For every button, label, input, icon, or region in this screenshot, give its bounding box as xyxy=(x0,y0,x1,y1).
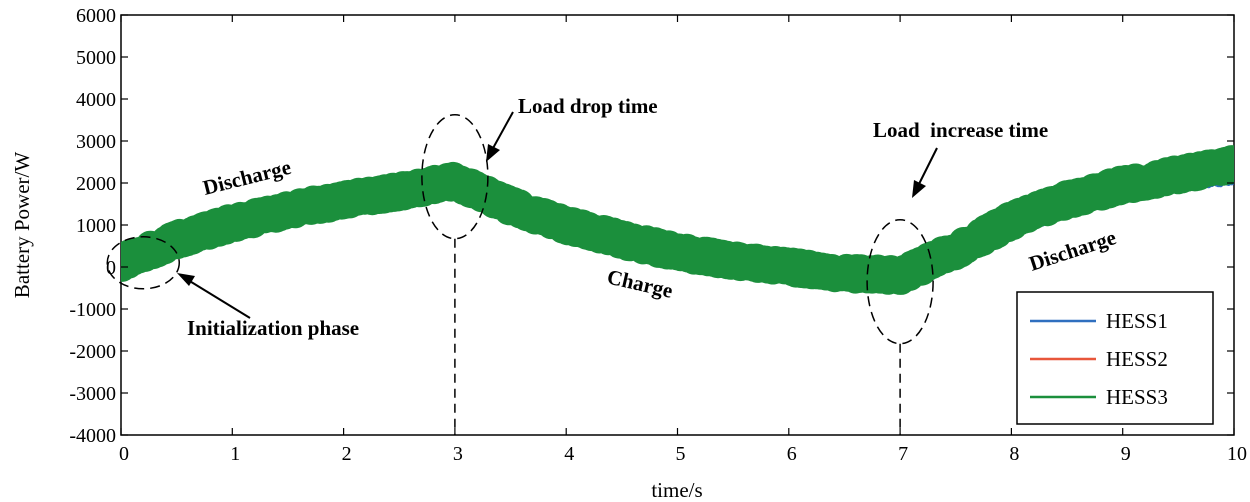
x-tick-label: 5 xyxy=(676,443,686,465)
init-phase-arrow xyxy=(187,279,251,319)
y-tick-label: 6000 xyxy=(76,5,116,27)
y-tick-label: 0 xyxy=(106,257,116,279)
load-increase-arrow xyxy=(917,147,938,187)
x-axis-title: time/s xyxy=(651,478,702,502)
y-tick-label: 2000 xyxy=(76,173,116,195)
load-drop-arrowhead xyxy=(486,144,500,162)
legend-label-hess2: HESS2 xyxy=(1106,347,1168,371)
legend-label-hess3: HESS3 xyxy=(1106,385,1168,409)
x-tick-label: 2 xyxy=(342,443,352,465)
x-tick-label: 0 xyxy=(119,443,129,465)
y-tick-label: -3000 xyxy=(69,383,116,405)
y-axis-title: Battery Power/W xyxy=(10,152,34,299)
annotation-load-drop-time: Load drop time xyxy=(518,94,658,118)
x-tick-label: 3 xyxy=(453,443,463,465)
y-tick-label: -4000 xyxy=(69,425,116,447)
event-markers xyxy=(106,113,934,435)
load-increase-ellipse xyxy=(866,218,934,345)
y-tick-label: -2000 xyxy=(69,341,116,363)
y-tick-label: 1000 xyxy=(76,215,116,237)
x-tick-label: 9 xyxy=(1121,443,1131,465)
series-layer xyxy=(121,145,1234,295)
x-tick-label: 8 xyxy=(1009,443,1019,465)
y-axis-ticks: -4000 -3000 -2000 -1000 0 1000 2000 3000 4000 500… xyxy=(69,5,1234,447)
x-tick-label: 10 xyxy=(1227,443,1247,465)
load-increase-arrowhead xyxy=(912,180,926,198)
legend: HESS1 HESS2 HESS3 xyxy=(1016,291,1214,425)
x-tick-label: 7 xyxy=(898,443,908,465)
init-phase-arrowhead xyxy=(177,273,195,286)
annotation-initialization-phase: Initialization phase xyxy=(187,316,359,340)
x-tick-label: 1 xyxy=(230,443,240,465)
y-tick-label: 4000 xyxy=(76,89,116,111)
y-tick-label: 5000 xyxy=(76,47,116,69)
annotation-load-increase-time: Load increase time xyxy=(873,118,1048,142)
x-tick-label: 6 xyxy=(787,443,797,465)
y-tick-label: 3000 xyxy=(76,131,116,153)
legend-label-hess1: HESS1 xyxy=(1106,309,1168,333)
init-phase-ellipse xyxy=(106,236,181,290)
load-drop-ellipse xyxy=(421,113,489,240)
x-tick-label: 4 xyxy=(564,443,574,465)
x-axis-ticks: 0 1 2 3 4 5 6 7 8 9 10 xyxy=(119,15,1247,465)
annotation-arrows xyxy=(177,111,938,319)
series-hess3-line xyxy=(121,145,1234,295)
y-tick-label: -1000 xyxy=(69,299,116,321)
load-drop-arrow xyxy=(491,111,514,151)
